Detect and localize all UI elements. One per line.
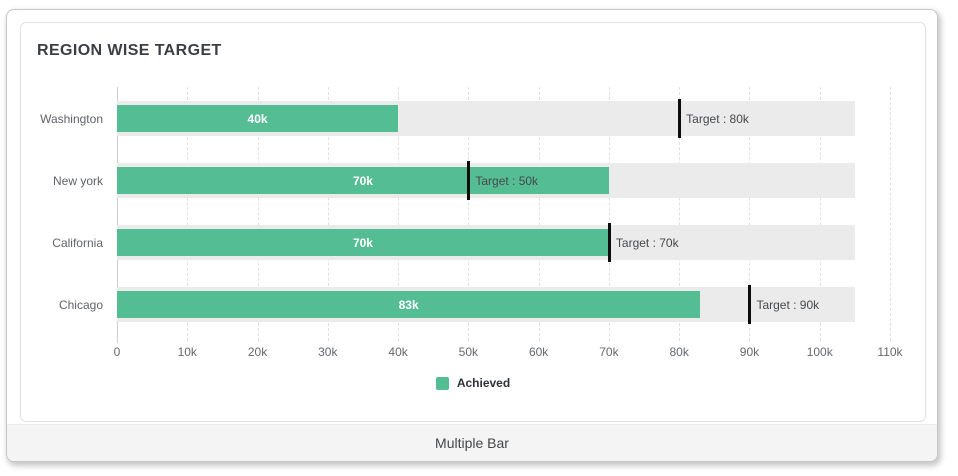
gridline-60k	[538, 87, 540, 341]
x-tick-label: 110k	[877, 345, 903, 359]
x-tick-label: 20k	[247, 345, 268, 359]
gridline-20k	[257, 87, 259, 341]
footer-caption: Multiple Bar	[435, 435, 509, 451]
legend-label-achieved[interactable]: Achieved	[456, 376, 511, 390]
x-tick-label: 90k	[739, 345, 760, 359]
chart-panel: REGION WISE TARGET 0 10k 20k 30k 40k 50k 60k 70…	[20, 22, 926, 422]
gridline-50k	[468, 87, 470, 341]
x-tick-label: 50k	[458, 345, 479, 359]
legend-swatch-achieved[interactable]	[435, 376, 449, 390]
legend: Achieved	[21, 374, 925, 392]
y-axis-line	[117, 87, 118, 343]
target-label: Target : 80k	[686, 111, 749, 126]
x-tick-label: 70k	[599, 345, 619, 359]
bar-row-washington: Washington 40k Target : 80k	[40, 99, 890, 138]
category-label: New york	[52, 173, 103, 188]
achieved-value-label: 70k	[352, 235, 373, 250]
gridline-30k	[327, 87, 329, 341]
gridline-80k	[679, 87, 681, 341]
category-label: Chicago	[58, 297, 103, 312]
gridline-70k	[608, 87, 610, 341]
category-label: California	[52, 235, 103, 250]
gridline-40k	[398, 87, 400, 341]
category-label: Washington	[40, 111, 103, 126]
target-marker[interactable]	[467, 161, 471, 200]
widget-footer: Multiple Bar	[7, 424, 937, 461]
x-tick-label: 30k	[318, 345, 338, 359]
achieved-bar[interactable]: 70k	[117, 229, 609, 256]
achieved-bar[interactable]: 40k	[117, 105, 399, 132]
x-tick-label: 10k	[177, 345, 197, 359]
gridline-90k	[749, 87, 751, 341]
achieved-bar[interactable]: 83k	[117, 291, 701, 318]
chart-title: REGION WISE TARGET	[37, 42, 222, 59]
bar-row-new-york: New york 70k Target : 50k	[53, 161, 890, 200]
achieved-bar[interactable]: 70k	[117, 167, 609, 194]
gridline-10k	[187, 87, 189, 341]
gridline-110k	[890, 87, 891, 341]
bar-row-california: California 70k Target : 70k	[52, 223, 890, 262]
target-label: Target : 70k	[615, 235, 679, 250]
x-tick-label: 40k	[388, 345, 408, 359]
plot-area: 0 10k 20k 30k 40k 50k 60k 70k 80k 90k 100k 110k Wash…	[40, 87, 903, 359]
target-marker[interactable]	[678, 99, 682, 138]
achieved-value-label: 83k	[398, 297, 419, 312]
target-label: Target : 90k	[756, 297, 820, 312]
x-tick-label: 60k	[528, 345, 549, 359]
gridline-100k	[819, 87, 821, 341]
target-marker[interactable]	[748, 285, 752, 324]
chart-widget-card: REGION WISE TARGET 0 10k 20k 30k 40k 50k 60k 70…	[6, 9, 938, 462]
x-tick-label: 100k	[806, 345, 833, 359]
target-marker[interactable]	[607, 223, 611, 262]
achieved-value-label: 40k	[247, 111, 268, 126]
achieved-value-label: 70k	[352, 173, 373, 188]
x-tick-label: 0	[113, 345, 121, 359]
target-label: Target : 50k	[475, 173, 539, 188]
bar-row-chicago: Chicago 83k Target : 90k	[59, 285, 890, 324]
x-tick-label: 80k	[669, 345, 689, 359]
